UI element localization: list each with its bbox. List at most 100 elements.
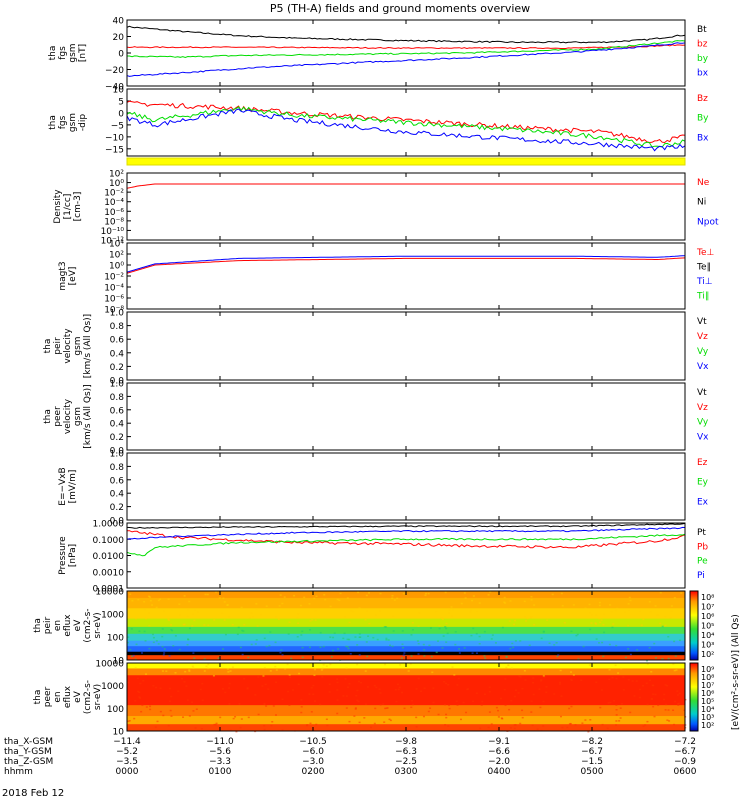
panel-8-speckle — [347, 647, 350, 650]
panel-9-band — [127, 716, 685, 725]
panel-8-speckle — [162, 654, 165, 656]
panel-6-legend-0: Ez — [697, 458, 708, 468]
panel-9-speckle — [154, 726, 157, 728]
panel-9-speckle — [354, 708, 357, 710]
panel-8-speckle — [296, 617, 299, 619]
panel-9-speckle — [677, 704, 680, 706]
panel-9-speckle — [247, 716, 250, 719]
panel-8-speckle — [417, 642, 420, 645]
panel-8-speckle — [191, 625, 194, 627]
panel-8-speckle — [645, 659, 648, 662]
panel-9-ylabel: peer — [43, 686, 53, 707]
panel-8-speckle — [357, 591, 360, 594]
panel-8-speckle — [170, 628, 173, 631]
panel-8-speckle — [137, 598, 140, 601]
panel-9-speckle — [580, 679, 583, 682]
panel-9-speckle — [257, 713, 260, 716]
panel-8-speckle — [297, 622, 300, 624]
panel-8-speckle — [391, 594, 394, 597]
panel-9-speckle — [519, 676, 522, 678]
panel-9-colorbar-tick: 10⁸ — [701, 673, 714, 682]
panel-3-series-Te — [126, 257, 686, 274]
panel-8-speckle — [259, 613, 262, 616]
panel-0-ytick: −20 — [105, 66, 124, 76]
panel-8-speckle — [345, 645, 348, 648]
panel-9-speckle — [456, 684, 459, 686]
panel-9-speckle — [497, 709, 500, 712]
panel-9-speckle — [566, 726, 569, 729]
panel-9-speckle — [270, 724, 273, 727]
panel-6-ytick: 0.2 — [110, 503, 124, 513]
panel-8-speckle — [602, 655, 605, 658]
panel-9-speckle — [666, 719, 669, 721]
panel-8-speckle — [475, 632, 478, 635]
panel-8-speckle — [148, 624, 151, 627]
panel-8-speckle — [204, 593, 207, 596]
panel-9-speckle — [457, 677, 460, 680]
panel-9-speckle — [518, 675, 521, 677]
panel-9-speckle — [205, 665, 208, 668]
panel-9-speckle — [531, 724, 534, 727]
panel-9-speckle — [570, 671, 573, 673]
panel-8-speckle — [403, 652, 406, 654]
panel-8-speckle — [417, 653, 420, 655]
panel-9-speckle — [665, 703, 668, 706]
panel-9-speckle — [183, 681, 186, 683]
panel-9-speckle — [261, 685, 264, 687]
panel-9-speckle — [257, 676, 260, 678]
panel-9-speckle — [611, 676, 614, 679]
panel-8-speckle — [280, 649, 283, 651]
panel-9-speckle — [300, 706, 303, 708]
panel-9-speckle — [543, 676, 546, 678]
panel-8-ylabel: eflux — [63, 614, 73, 637]
panel-2-ytick: 10⁻¹⁰ — [101, 227, 125, 237]
panel-9-speckle — [365, 703, 368, 705]
panel-8-speckle — [542, 631, 545, 633]
panel-8-band — [127, 651, 685, 656]
panel-9-speckle — [509, 727, 512, 729]
panel-1-legend-2: Bx — [697, 133, 709, 143]
panel-8-speckle — [445, 627, 448, 630]
panel-8-speckle — [548, 642, 551, 644]
panel-8-speckle — [475, 610, 478, 613]
panel-1-series-Bx — [126, 108, 686, 152]
panel-9-speckle — [356, 689, 359, 692]
panel-9-speckle — [568, 707, 571, 710]
panel-9-speckle — [420, 690, 423, 693]
panel-9-speckle — [654, 693, 657, 696]
panel-0-ylabel: [nT] — [78, 44, 88, 62]
panel-8-speckle — [655, 657, 658, 659]
panel-9-speckle — [292, 689, 295, 691]
panel-9-speckle — [508, 708, 511, 711]
panel-9-speckle — [540, 679, 543, 681]
panel-9-speckle — [207, 663, 210, 666]
panel-3-ytick: 10² — [109, 251, 124, 261]
panel-8-speckle — [343, 615, 346, 618]
panel-9-speckle — [644, 724, 647, 726]
panel-9-speckle — [263, 703, 266, 706]
panel-0-series-by — [127, 40, 686, 59]
panel-8-speckle — [508, 620, 511, 622]
panel-7-series-Pi — [126, 526, 686, 540]
panel-8-speckle — [178, 648, 181, 651]
panel-1-ytick: −15 — [105, 145, 124, 155]
panel-8-ylabel: tha — [33, 618, 43, 633]
panel-8-speckle — [187, 609, 190, 611]
panel-9-speckle — [444, 703, 447, 706]
panel-8-speckle — [358, 636, 361, 639]
panel-8-colorbar-tick: 10⁸ — [701, 593, 714, 602]
panel-8-speckle — [346, 645, 349, 648]
panel-9-speckle — [411, 703, 414, 706]
panel-2-ylabel: [1/cc] — [63, 194, 73, 220]
panel-2-ylabel: Density — [53, 189, 63, 224]
panel-9-speckle — [374, 707, 377, 710]
panel-7-legend-1: Pb — [697, 542, 708, 552]
panel-9-speckle — [336, 712, 339, 715]
xaxis-row-label-3: hhmm — [4, 767, 33, 777]
panel-8-speckle — [673, 596, 676, 599]
panel-8-speckle — [217, 657, 220, 659]
panel-9-speckle — [538, 688, 541, 690]
panel-8-speckle — [348, 621, 351, 624]
panel-8-speckle — [513, 623, 516, 626]
panel-8-speckle — [354, 636, 357, 638]
